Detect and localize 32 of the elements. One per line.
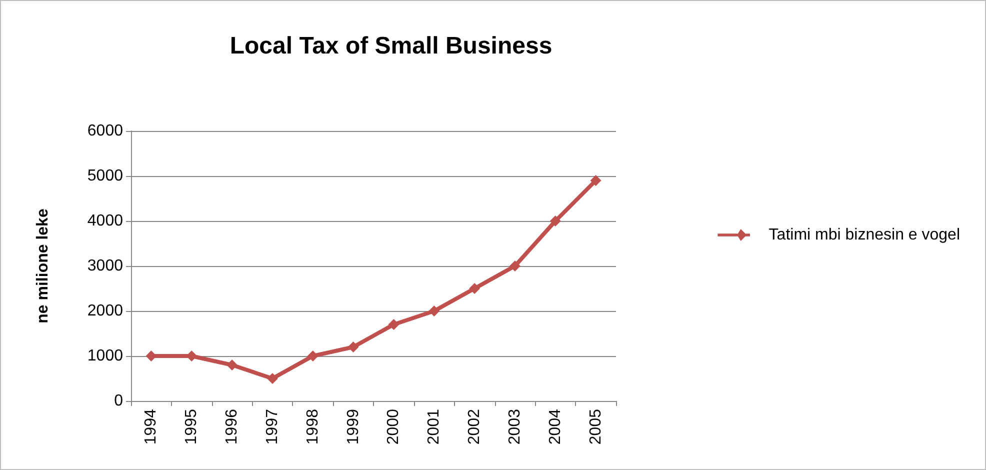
x-tick-label: 1999 — [344, 408, 362, 445]
x-tick-label: 1997 — [264, 408, 281, 445]
point — [266, 373, 278, 384]
y-tick-label: 2000 — [87, 302, 124, 320]
x-tick-label: 2003 — [506, 408, 524, 445]
point — [428, 306, 440, 316]
x-tick-label: 1996 — [224, 408, 241, 445]
point — [509, 260, 520, 272]
x-tick-label: 2001 — [426, 408, 443, 445]
point — [550, 216, 561, 226]
x-tick-label: 2002 — [466, 408, 484, 445]
y-axis-title: ne milione leke — [34, 208, 52, 324]
point — [388, 319, 400, 330]
x-tick-label: 1998 — [304, 408, 322, 445]
point — [590, 175, 602, 186]
y-tick-label: 0 — [114, 392, 124, 410]
legend-label: Tatimi mbi biznesin e vogel — [768, 226, 960, 244]
y-tick-label: 3000 — [87, 258, 124, 274]
y-tick-label: 1000 — [87, 348, 124, 364]
point — [226, 360, 238, 370]
x-tick-label: 1995 — [183, 408, 200, 445]
y-tick-label: 6000 — [87, 122, 124, 140]
x-tick-label: 2005 — [587, 408, 604, 445]
point — [348, 342, 359, 352]
x-tick-label: 2004 — [546, 408, 564, 445]
y-tick-label: 5000 — [87, 168, 124, 184]
point — [307, 350, 318, 362]
y-tick-label: 4000 — [87, 212, 124, 230]
x-tick-label: 2000 — [385, 408, 402, 445]
x-tick-label: 1994 — [142, 408, 160, 445]
chart-title: Local Tax of Small Business — [230, 32, 552, 60]
point — [469, 283, 480, 294]
